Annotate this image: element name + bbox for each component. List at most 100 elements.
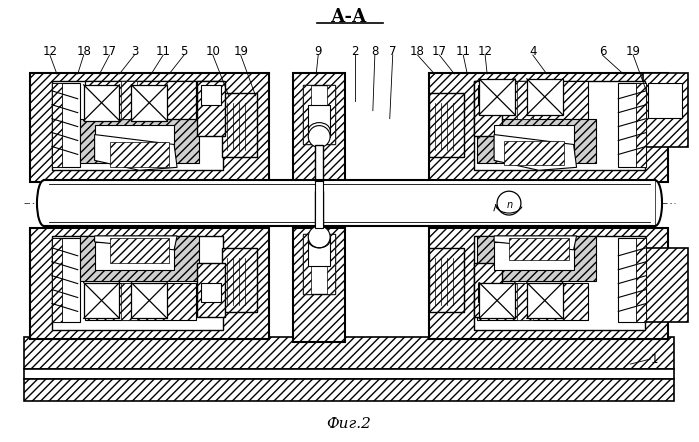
Text: 10: 10 <box>206 45 220 57</box>
Bar <box>504 141 563 165</box>
Bar <box>201 282 221 302</box>
Bar <box>122 81 137 118</box>
Bar <box>477 81 589 118</box>
Bar <box>315 181 323 228</box>
Text: 3: 3 <box>131 45 138 57</box>
Bar <box>30 228 268 339</box>
Bar <box>480 79 515 114</box>
Bar <box>84 85 120 121</box>
Bar <box>94 125 174 154</box>
Circle shape <box>497 191 521 215</box>
Bar <box>636 83 646 168</box>
Text: 5: 5 <box>180 45 188 57</box>
Ellipse shape <box>648 180 662 226</box>
Bar <box>474 81 645 170</box>
Bar <box>643 248 688 322</box>
Text: 18: 18 <box>410 45 425 57</box>
Bar <box>52 236 223 330</box>
Text: 17: 17 <box>102 45 117 57</box>
Bar <box>527 79 563 114</box>
Bar <box>303 234 311 293</box>
Bar <box>44 180 655 226</box>
Bar <box>429 248 464 312</box>
Bar <box>474 263 502 317</box>
Bar <box>30 73 268 182</box>
Bar <box>84 282 120 318</box>
Bar <box>494 242 574 270</box>
Bar <box>474 236 645 330</box>
Bar <box>517 81 533 118</box>
Polygon shape <box>94 134 177 170</box>
Bar <box>131 282 167 318</box>
Bar <box>52 238 62 322</box>
Bar <box>619 238 646 322</box>
Text: 1: 1 <box>650 353 658 366</box>
Bar <box>94 242 174 270</box>
Bar <box>24 379 674 401</box>
Bar <box>303 85 335 145</box>
Text: n: n <box>507 200 513 210</box>
Polygon shape <box>494 134 577 170</box>
Ellipse shape <box>37 180 51 226</box>
Bar <box>52 81 223 170</box>
Text: 11: 11 <box>456 45 471 57</box>
Bar <box>294 228 345 342</box>
Text: 19: 19 <box>233 45 248 57</box>
Bar <box>52 83 62 168</box>
Bar <box>222 93 257 157</box>
Bar <box>477 118 596 164</box>
Bar <box>327 234 335 293</box>
Circle shape <box>308 126 330 148</box>
Bar <box>24 369 674 379</box>
Bar <box>24 337 674 369</box>
Polygon shape <box>94 236 177 250</box>
Circle shape <box>308 226 330 248</box>
Bar <box>52 238 80 322</box>
Bar <box>303 85 311 145</box>
Text: 8: 8 <box>371 45 379 57</box>
Bar <box>517 282 533 320</box>
Bar <box>527 282 563 318</box>
Bar <box>478 282 498 302</box>
Bar <box>85 81 196 118</box>
Text: 11: 11 <box>156 45 171 57</box>
Bar <box>643 73 688 148</box>
Bar <box>315 191 323 227</box>
Bar <box>308 236 330 266</box>
Text: 9: 9 <box>315 45 322 57</box>
Bar <box>480 282 515 318</box>
Bar <box>303 234 335 293</box>
Bar <box>474 81 502 136</box>
Bar <box>294 73 345 182</box>
Bar <box>80 118 199 164</box>
Bar <box>494 125 574 154</box>
Bar <box>429 73 668 182</box>
Bar <box>197 81 225 136</box>
Text: Фиг.2: Фиг.2 <box>326 417 371 431</box>
Bar <box>477 282 589 320</box>
Text: 12: 12 <box>477 45 493 57</box>
Bar <box>80 236 199 281</box>
Text: 7: 7 <box>389 45 396 57</box>
Bar <box>648 83 682 118</box>
Bar <box>429 228 668 339</box>
Bar <box>85 81 196 118</box>
Text: 12: 12 <box>43 45 57 57</box>
Text: А-А: А-А <box>331 8 367 26</box>
Bar <box>477 236 596 281</box>
Bar <box>201 85 221 105</box>
Text: 6: 6 <box>598 45 606 57</box>
Bar <box>429 93 464 157</box>
Text: 19: 19 <box>626 45 641 57</box>
Bar <box>85 282 196 320</box>
Bar <box>222 248 257 312</box>
Polygon shape <box>494 236 577 250</box>
Bar <box>52 83 80 168</box>
Text: 2: 2 <box>351 45 359 57</box>
Bar <box>315 145 323 181</box>
Text: 18: 18 <box>76 45 91 57</box>
Bar <box>308 105 330 137</box>
Bar <box>110 142 169 168</box>
Bar <box>636 238 646 322</box>
Bar <box>478 85 498 105</box>
